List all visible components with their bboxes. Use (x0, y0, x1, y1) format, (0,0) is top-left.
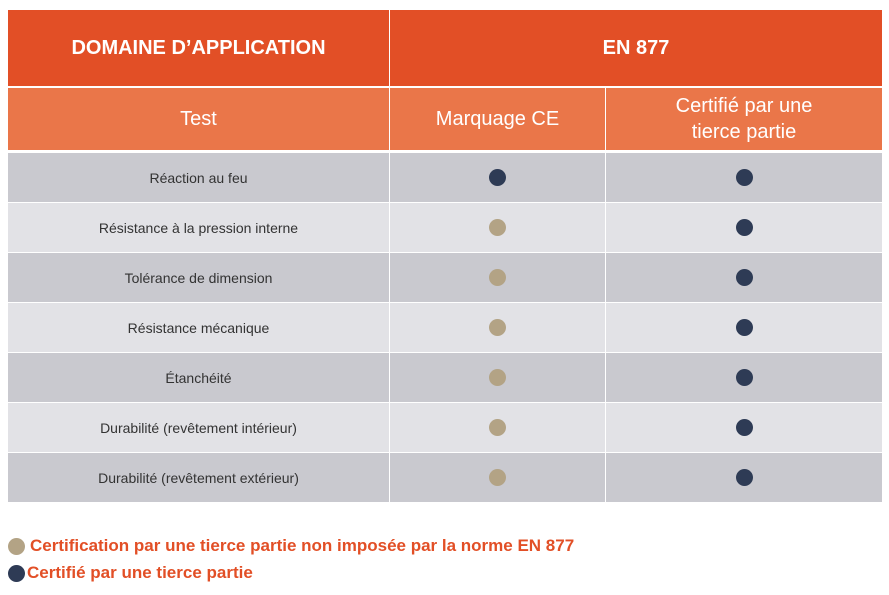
certification-table: DOMAINE D’APPLICATION EN 877 Test Marqua… (8, 10, 882, 503)
test-name-cell: Résistance mécanique (8, 303, 390, 352)
navy-dot-icon (735, 369, 753, 386)
test-name-cell: Tolérance de dimension (8, 253, 390, 302)
legend-item-beige: Certification par une tierce partie non … (8, 534, 574, 558)
table-body: Réaction au feu Résistance à la pression … (8, 153, 882, 503)
table-row: Durabilité (revêtement intérieur) (8, 403, 882, 453)
third-party-cell (606, 203, 882, 252)
navy-dot-icon (735, 219, 753, 236)
table-row: Durabilité (revêtement extérieur) (8, 453, 882, 503)
table-row: Réaction au feu (8, 153, 882, 203)
ce-marking-cell (390, 403, 606, 452)
norm-header: EN 877 (602, 36, 670, 59)
navy-dot-icon (735, 419, 753, 436)
table-row: Résistance mécanique (8, 303, 882, 353)
table-row: Résistance à la pression interne (8, 203, 882, 253)
legend-label-beige: Certification par une tierce partie non … (30, 536, 575, 555)
ce-marking-cell (390, 253, 606, 302)
column-header-ce: Marquage CE (390, 88, 606, 150)
table-row: Étanchéité (8, 353, 882, 403)
beige-dot-icon (8, 537, 25, 555)
beige-dot-icon (489, 419, 506, 436)
third-party-cell (606, 453, 882, 502)
beige-dot-icon (489, 219, 506, 236)
column-header-third-party-line1: Certifié par une (675, 95, 813, 117)
test-name-cell: Réaction au feu (8, 153, 390, 202)
test-name-cell: Durabilité (revêtement intérieur) (8, 403, 390, 452)
navy-dot-icon (735, 269, 753, 286)
legend-label-navy: Certifié par une tierce partie (27, 563, 253, 582)
ce-marking-cell (390, 303, 606, 352)
third-party-cell (606, 353, 882, 402)
beige-dot-icon (489, 369, 506, 386)
beige-dot-icon (489, 469, 506, 486)
beige-dot-icon (489, 319, 506, 336)
ce-marking-cell (390, 203, 606, 252)
beige-dot-icon (489, 269, 506, 286)
navy-dot-icon (489, 169, 506, 186)
legend: Certification par une tierce partie non … (8, 534, 574, 585)
navy-dot-icon (735, 469, 753, 486)
column-header-third-party: Certifié par une tierce partie (606, 88, 882, 150)
domain-header: DOMAINE D’APPLICATION (8, 10, 390, 86)
test-name-cell: Résistance à la pression interne (8, 203, 390, 252)
column-header-third-party-line2: tierce partie (691, 121, 797, 143)
navy-dot-icon (8, 564, 25, 582)
ce-marking-cell (390, 453, 606, 502)
third-party-cell (606, 303, 882, 352)
table-title-row: DOMAINE D’APPLICATION EN 877 (8, 10, 882, 88)
ce-marking-cell (390, 353, 606, 402)
third-party-cell (606, 403, 882, 452)
test-name-cell: Étanchéité (8, 353, 390, 402)
third-party-cell (606, 253, 882, 302)
table-row: Tolérance de dimension (8, 253, 882, 303)
column-header-test: Test (8, 88, 390, 150)
column-header-row: Test Marquage CE Certifié par une tierce… (8, 88, 882, 150)
ce-marking-cell (390, 153, 606, 202)
test-name-cell: Durabilité (revêtement extérieur) (8, 453, 390, 502)
legend-item-navy: Certifié par une tierce partie (8, 561, 574, 585)
navy-dot-icon (735, 319, 753, 336)
third-party-cell (606, 153, 882, 202)
navy-dot-icon (735, 169, 753, 186)
